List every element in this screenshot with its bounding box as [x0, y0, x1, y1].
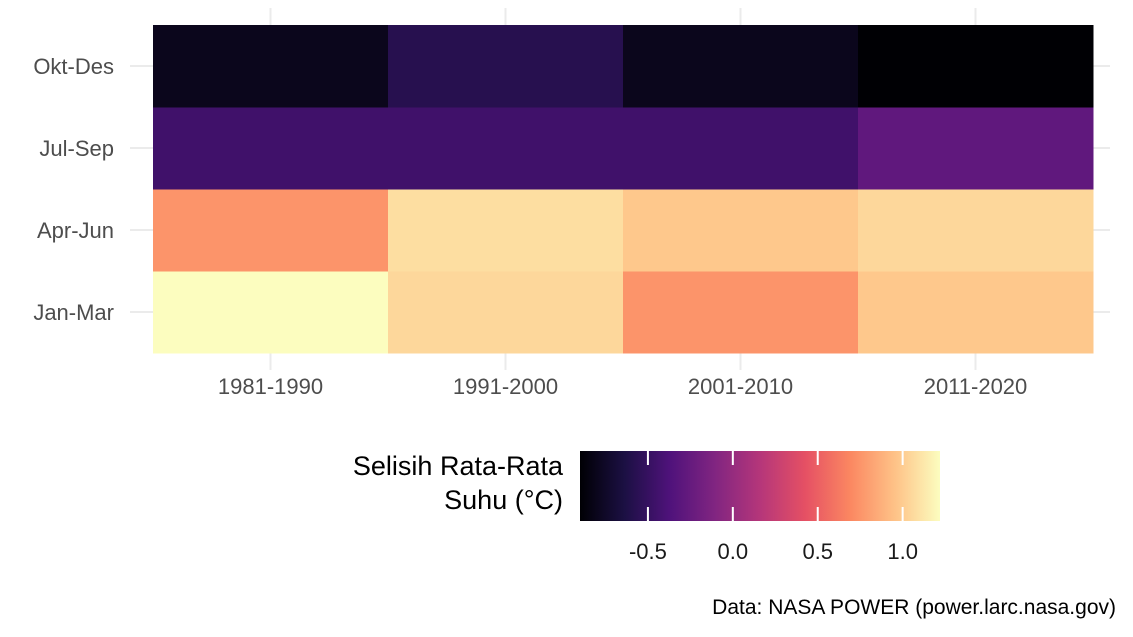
- heatmap-cell: [153, 107, 389, 190]
- heatmap-cell: [388, 189, 624, 272]
- heatmap-cell: [623, 107, 859, 190]
- y-tick-label: Apr-Jun: [37, 218, 114, 243]
- caption: Data: NASA POWER (power.larc.nasa.gov): [712, 596, 1116, 619]
- heatmap-cell: [623, 25, 859, 108]
- heatmap-cells: [153, 25, 1094, 354]
- legend-tick-label: -0.5: [629, 539, 667, 564]
- heatmap-cell: [858, 271, 1094, 354]
- legend-title-line-1: Selisih Rata-Rata: [353, 451, 564, 481]
- heatmap-cell: [153, 25, 389, 108]
- y-tick-label: Jul-Sep: [39, 136, 114, 161]
- y-tick-label: Okt-Des: [33, 54, 114, 79]
- heatmap-cell: [388, 107, 624, 190]
- heatmap-cell: [153, 271, 389, 354]
- heatmap-cell: [623, 189, 859, 272]
- legend-colorbar: [580, 451, 940, 521]
- heatmap-cell: [153, 189, 389, 272]
- y-axis-ticks: Jan-Mar Apr-Jun Jul-Sep Okt-Des: [33, 54, 114, 325]
- heatmap-cell: [623, 271, 859, 354]
- color-legend: Selisih Rata-Rata Suhu (°C) -0.5 0.0 0.5 1.…: [353, 451, 940, 564]
- x-axis-ticks: 1981-1990 1991-2000 2001-2010 2011-2020: [218, 374, 1027, 399]
- legend-title-line-2: Suhu (°C): [444, 485, 563, 515]
- x-tick-label: 1991-2000: [453, 374, 558, 399]
- heatmap-cell: [858, 189, 1094, 272]
- legend-tick-label: 0.5: [802, 539, 833, 564]
- legend-ticks: -0.5 0.0 0.5 1.0: [629, 451, 918, 564]
- heatmap-cell: [858, 107, 1094, 190]
- y-tick-label: Jan-Mar: [33, 300, 114, 325]
- x-tick-label: 1981-1990: [218, 374, 323, 399]
- x-tick-label: 2001-2010: [688, 374, 793, 399]
- heatmap-cell: [858, 25, 1094, 108]
- legend-tick-label: 1.0: [887, 539, 918, 564]
- heatmap-cell: [388, 25, 624, 108]
- legend-tick-label: 0.0: [718, 539, 749, 564]
- heatmap-cell: [388, 271, 624, 354]
- x-tick-label: 2011-2020: [924, 374, 1028, 399]
